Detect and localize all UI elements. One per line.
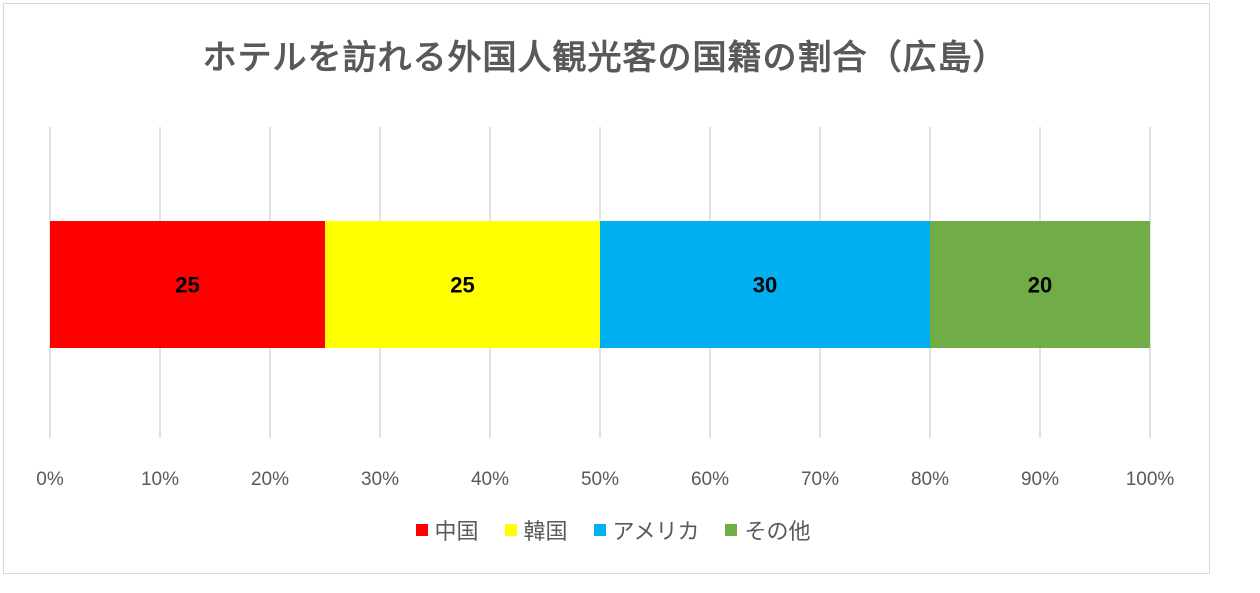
legend-item: 中国 bbox=[415, 514, 479, 546]
legend-label: その他 bbox=[744, 520, 811, 545]
legend-swatch bbox=[504, 524, 517, 536]
x-tick-label: 70% bbox=[801, 469, 839, 490]
legend-swatch bbox=[725, 524, 738, 536]
bar-segment-1 bbox=[50, 221, 325, 348]
data-label: 25 bbox=[450, 273, 474, 298]
x-tick-label: 60% bbox=[691, 469, 729, 490]
legend-swatch bbox=[593, 524, 606, 536]
x-tick-label: 20% bbox=[251, 469, 289, 490]
x-tick-label: 30% bbox=[361, 469, 399, 490]
legend-item: 韓国 bbox=[504, 514, 568, 546]
x-tick-label: 40% bbox=[471, 469, 509, 490]
data-label: 30 bbox=[753, 273, 777, 298]
x-tick-label: 10% bbox=[141, 469, 179, 490]
bar-segment-3 bbox=[600, 221, 930, 348]
legend-swatch bbox=[415, 524, 428, 536]
legend-item: アメリカ bbox=[593, 514, 700, 546]
x-tick-label: 100% bbox=[1126, 469, 1175, 490]
bar-segment-4 bbox=[930, 221, 1150, 348]
x-tick-label: 50% bbox=[581, 469, 619, 490]
legend-label: アメリカ bbox=[612, 520, 700, 545]
x-tick-label: 90% bbox=[1021, 469, 1059, 490]
bar-segment-2 bbox=[325, 221, 600, 348]
data-label: 20 bbox=[1028, 273, 1052, 298]
legend-label: 韓国 bbox=[523, 520, 568, 545]
chart-title: ホテルを訪れる外国人観光客の国籍の割合（広島） bbox=[202, 38, 1008, 78]
x-tick-label: 80% bbox=[911, 469, 949, 490]
legend: 中国 韓国 アメリカ その他 bbox=[0, 514, 1226, 546]
legend-label: 中国 bbox=[434, 520, 479, 545]
legend-item: その他 bbox=[725, 514, 810, 546]
data-label: 25 bbox=[175, 273, 199, 298]
x-tick-label: 0% bbox=[36, 469, 64, 490]
